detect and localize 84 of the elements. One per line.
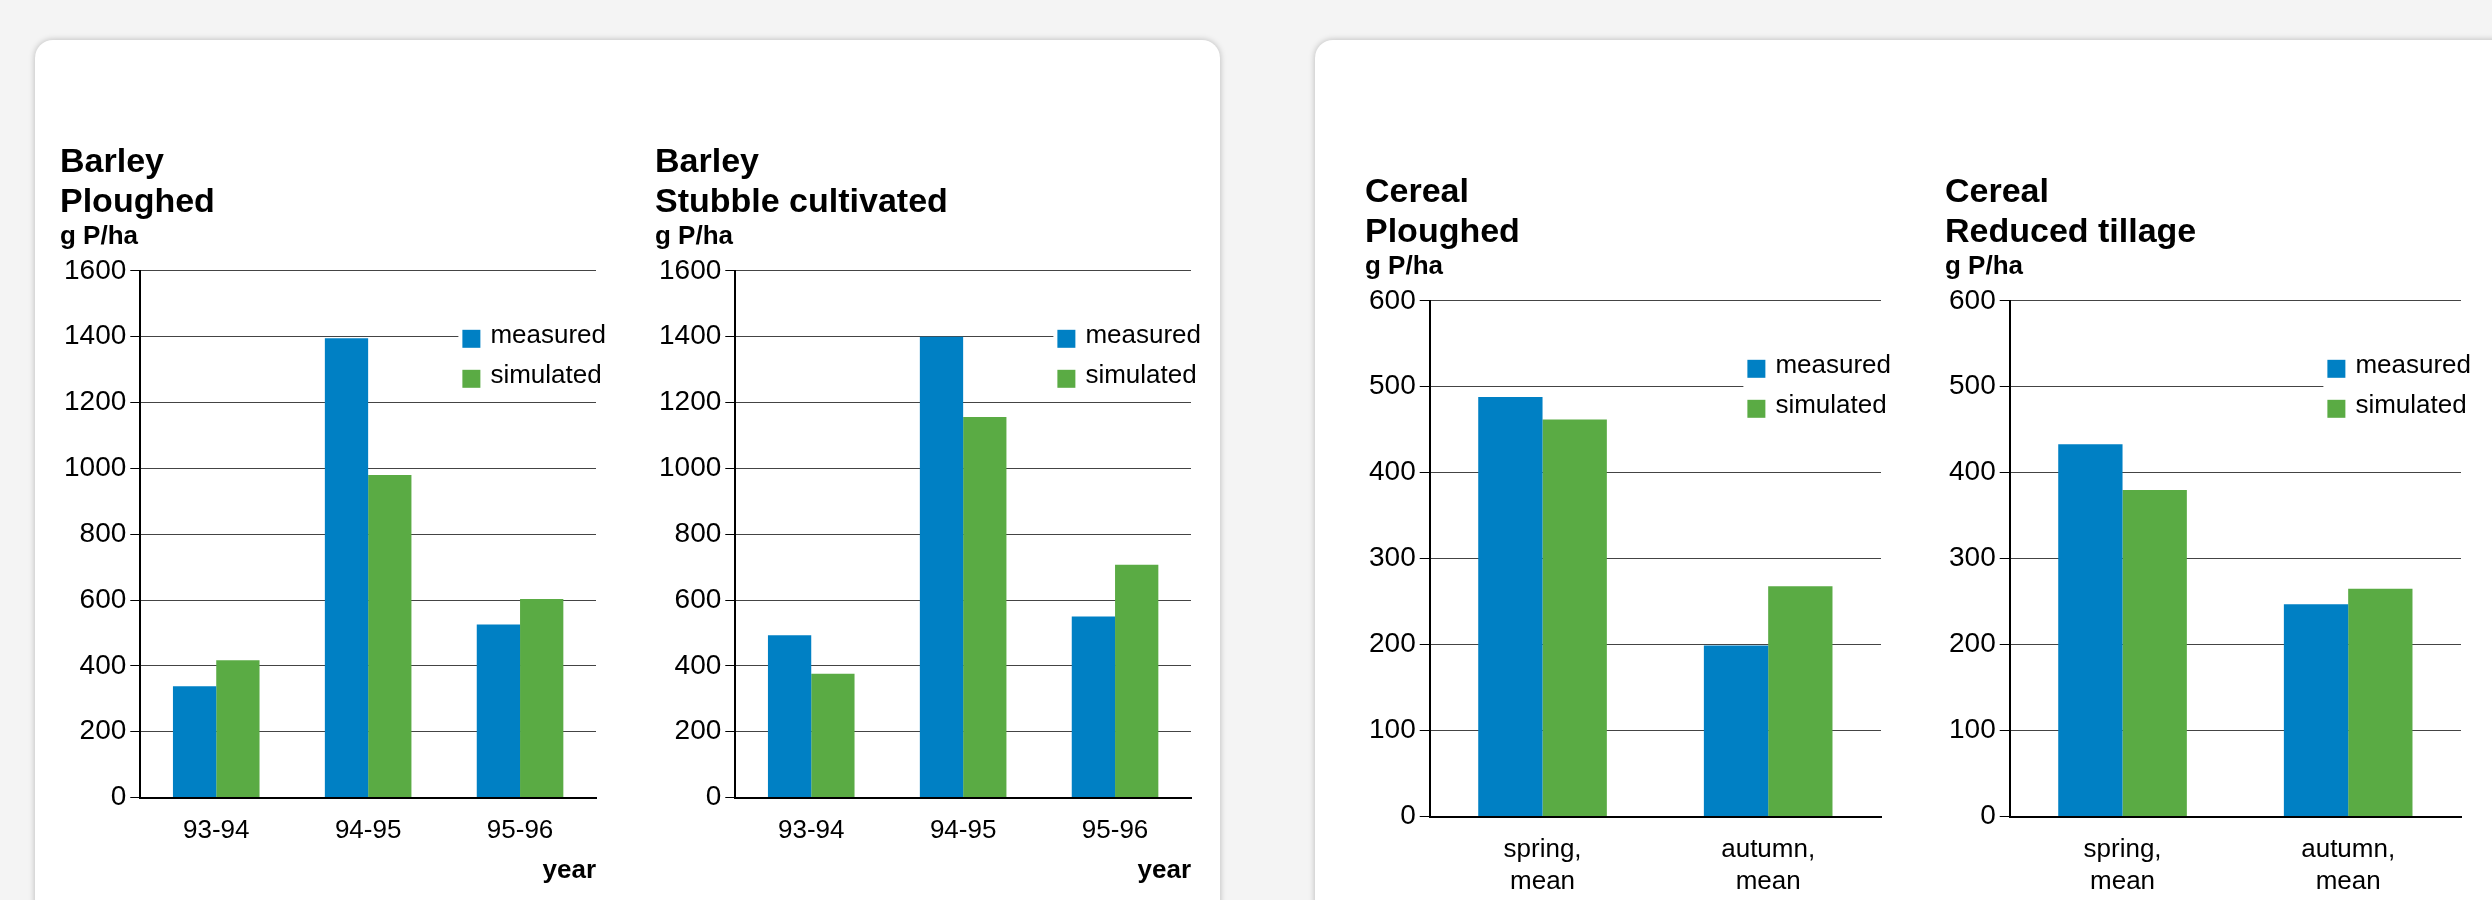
y-tick-label: 1400 xyxy=(63,319,127,351)
y-tick-label: 0 xyxy=(1980,799,1996,831)
bar xyxy=(1768,586,1833,817)
y-tick-label: 300 xyxy=(1949,541,1996,573)
y-tick-label: 400 xyxy=(1369,455,1416,487)
y-tick-label: 500 xyxy=(1369,369,1416,401)
y-tick-label: 1600 xyxy=(658,253,722,285)
y-axis-title: g P/ha xyxy=(1365,250,1444,280)
y-tick-label: 600 xyxy=(674,582,722,614)
y-tick-label: 1400 xyxy=(658,319,722,351)
x-tick-label: 94-95 xyxy=(334,814,402,845)
y-tick-label: 500 xyxy=(1949,369,1996,401)
bar xyxy=(2058,444,2123,817)
bar xyxy=(963,416,1007,798)
y-tick-label: 400 xyxy=(1949,455,1996,487)
legend-label: measured xyxy=(490,318,607,349)
y-tick-label: 800 xyxy=(79,516,127,548)
y-tick-label: 200 xyxy=(1369,627,1416,659)
x-tick-label: spring, mean xyxy=(2083,833,2162,895)
x-tick-label: autumn, mean xyxy=(2301,833,2396,895)
legend-label: measured xyxy=(1085,318,1202,349)
y-axis-title: g P/ha xyxy=(655,220,734,250)
y-tick-label: 100 xyxy=(1949,713,1996,745)
x-tick-label: 93-94 xyxy=(777,814,845,845)
y-tick-label: 400 xyxy=(79,648,127,680)
legend-label: simulated xyxy=(1775,388,1887,419)
bar xyxy=(1703,645,1769,817)
legend-label: measured xyxy=(1775,348,1892,379)
y-tick-label: 100 xyxy=(1369,713,1416,745)
bar xyxy=(2348,588,2413,817)
y-tick-label: 1000 xyxy=(658,451,722,483)
chart-title: Cereal xyxy=(1945,170,2050,210)
y-tick-label: 400 xyxy=(674,648,722,680)
bar xyxy=(368,474,412,798)
legend-label: simulated xyxy=(490,358,602,389)
y-tick-label: 1600 xyxy=(63,253,127,285)
y-tick-label: 600 xyxy=(1369,283,1416,315)
x-tick-label: spring, mean xyxy=(1503,833,1582,895)
legend-label: measured xyxy=(2355,348,2472,379)
bar xyxy=(2283,604,2349,817)
chart-title: Cereal xyxy=(1365,170,1470,210)
bar xyxy=(1478,397,1543,817)
y-tick-label: 0 xyxy=(1400,799,1416,831)
y-tick-label: 600 xyxy=(79,582,127,614)
x-tick-label: autumn, mean xyxy=(1721,833,1816,895)
legend-label: simulated xyxy=(2355,388,2467,419)
y-tick-label: 1000 xyxy=(63,451,127,483)
x-tick-label: 95-96 xyxy=(486,814,554,845)
y-axis-title: g P/ha xyxy=(1945,250,2024,280)
chart-subtitle: Ploughed xyxy=(60,180,216,220)
chart-subtitle: Stubble cultivated xyxy=(655,180,949,220)
chart-subtitle: Reduced tillage xyxy=(1945,210,2198,250)
x-tick-label: 93-94 xyxy=(182,814,250,845)
bar xyxy=(767,635,812,798)
chart-subtitle: Ploughed xyxy=(1365,210,1521,250)
x-tick-label: 94-95 xyxy=(929,814,997,845)
bar xyxy=(172,686,217,798)
x-tick-label: 95-96 xyxy=(1081,814,1149,845)
chart-title: Barley xyxy=(655,140,760,180)
y-tick-label: 1200 xyxy=(63,385,127,417)
y-tick-label: 300 xyxy=(1369,541,1416,573)
bar xyxy=(216,660,260,798)
y-tick-label: 800 xyxy=(674,516,722,548)
bar xyxy=(1115,564,1159,798)
y-tick-label: 200 xyxy=(79,714,127,746)
bar xyxy=(1542,419,1607,817)
bar xyxy=(324,338,369,798)
y-tick-label: 0 xyxy=(110,780,127,812)
legend-label: simulated xyxy=(1085,358,1197,389)
x-axis-title: year xyxy=(542,853,596,884)
x-axis-title: year xyxy=(1137,853,1191,884)
y-tick-label: 200 xyxy=(674,714,722,746)
y-tick-label: 0 xyxy=(705,780,722,812)
bar xyxy=(1071,616,1116,798)
y-axis-title: g P/ha xyxy=(60,220,139,250)
bar xyxy=(811,673,855,798)
bar xyxy=(919,336,964,798)
y-tick-label: 1200 xyxy=(658,385,722,417)
bar xyxy=(520,599,564,798)
y-tick-label: 200 xyxy=(1949,627,1996,659)
y-tick-label: 600 xyxy=(1949,283,1996,315)
bar xyxy=(476,624,521,798)
chart-title: Barley xyxy=(60,140,165,180)
bar xyxy=(2122,489,2187,817)
